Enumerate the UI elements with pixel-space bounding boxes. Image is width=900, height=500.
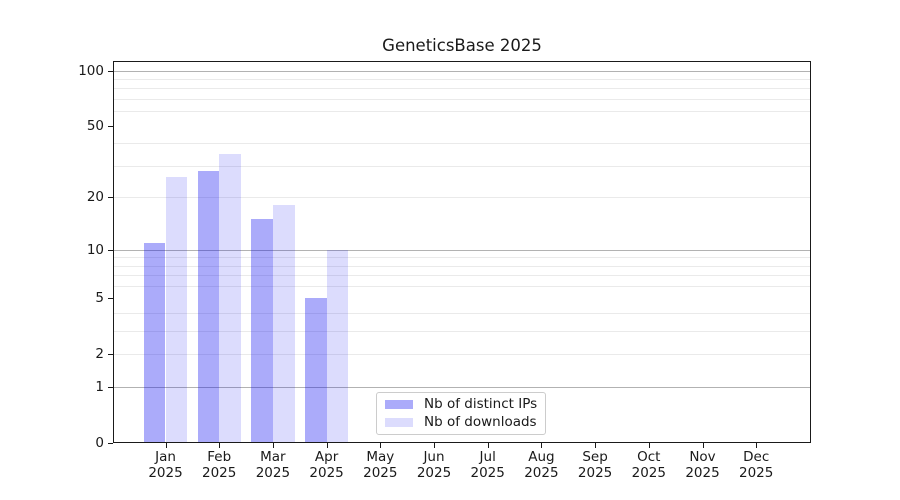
y-tick-label-0: 0 (95, 435, 104, 451)
x-tick-label-oct: Oct 2025 (631, 449, 666, 481)
gridline-minor-y-7 (113, 275, 811, 277)
y-tick-label-1: 1 (95, 379, 104, 396)
bar-downloads-apr (326, 249, 349, 443)
x-tick-mark-oct (648, 443, 650, 448)
x-tick-label-sep: Sep 2025 (577, 449, 613, 481)
x-tick-mark-dec (756, 443, 758, 448)
y-tick-label-2: 2 (95, 346, 104, 363)
legend-swatch-distinct-ips (385, 399, 413, 410)
y-tick-mark-50 (108, 125, 113, 127)
y-tick-mark-1 (108, 387, 113, 389)
x-tick-mark-may (380, 443, 382, 448)
x-tick-mark-nov (702, 443, 704, 448)
gridline-minor-y-2 (113, 354, 811, 356)
gridline-minor-y-40 (113, 143, 811, 145)
x-tick-mark-sep (595, 443, 597, 448)
legend-item-downloads: Nb of downloads (385, 415, 539, 430)
gridline-minor-y-20 (113, 197, 811, 199)
x-tick-mark-mar (272, 443, 274, 448)
gridline-minor-y-4 (113, 313, 811, 315)
y-tick-mark-0 (108, 443, 113, 444)
legend-label-distinct-ips: Nb of distinct IPs (424, 396, 538, 412)
gridline-minor-y-90 (113, 79, 811, 80)
x-tick-label-feb: Feb 2025 (202, 449, 237, 481)
gridline-minor-y-70 (113, 99, 811, 100)
legend-label-downloads: Nb of downloads (424, 414, 537, 430)
gridline-minor-y-80 (113, 88, 811, 90)
x-tick-label-aug: Aug 2025 (524, 449, 559, 481)
y-tick-mark-2 (108, 354, 113, 356)
x-tick-label-dec: Dec 2025 (739, 449, 774, 481)
x-tick-mark-aug (541, 443, 543, 448)
legend-swatch-downloads (385, 417, 413, 428)
x-tick-label-mar: Mar 2025 (255, 449, 291, 481)
gridline-minor-y-60 (113, 111, 811, 113)
bar-downloads-mar (272, 205, 295, 443)
x-tick-mark-jan (165, 443, 167, 448)
x-tick-mark-apr (326, 443, 328, 448)
y-tick-label-20: 20 (86, 189, 104, 206)
y-tick-label-50: 50 (86, 117, 104, 134)
x-tick-label-apr: Apr 2025 (309, 449, 344, 481)
y-tick-mark-100 (108, 70, 113, 72)
gridline-major-y-100 (113, 70, 811, 72)
bar-downloads-feb (219, 153, 241, 443)
bar-distinct-ips-jan (143, 242, 166, 443)
gridline-minor-y-9 (113, 257, 811, 259)
y-tick-mark-20 (108, 197, 113, 199)
chart-title: GeneticsBase 2025 (382, 36, 542, 55)
x-tick-mark-jul (487, 443, 489, 448)
bar-distinct-ips-feb (197, 171, 220, 443)
gridline-minor-y-3 (113, 331, 811, 333)
y-tick-label-100: 100 (78, 62, 104, 79)
x-tick-label-may: May 2025 (363, 449, 398, 481)
bar-distinct-ips-mar (251, 219, 273, 443)
gridline-major-y-10 (113, 249, 811, 251)
x-tick-label-jun: Jun 2025 (416, 449, 452, 481)
x-tick-mark-feb (219, 443, 221, 448)
x-tick-label-jul: Jul 2025 (470, 449, 505, 481)
gridline-minor-y-6 (113, 286, 811, 287)
y-tick-label-10: 10 (86, 241, 104, 258)
gridline-minor-y-30 (113, 165, 811, 167)
gridline-minor-y-8 (113, 265, 811, 267)
y-tick-mark-10 (108, 249, 113, 251)
plot-area (113, 61, 811, 443)
bar-downloads-jan (165, 177, 188, 443)
x-tick-mark-jun (434, 443, 435, 448)
x-tick-label-jan: Jan 2025 (148, 449, 183, 481)
legend: Nb of distinct IPs Nb of downloads (376, 392, 546, 435)
y-tick-mark-5 (108, 298, 113, 300)
legend-item-distinct-ips: Nb of distinct IPs (385, 397, 539, 412)
bar-distinct-ips-apr (304, 298, 327, 443)
x-tick-label-nov: Nov 2025 (685, 449, 720, 481)
y-tick-label-5: 5 (95, 290, 104, 307)
gridline-major-y-1 (113, 387, 811, 389)
